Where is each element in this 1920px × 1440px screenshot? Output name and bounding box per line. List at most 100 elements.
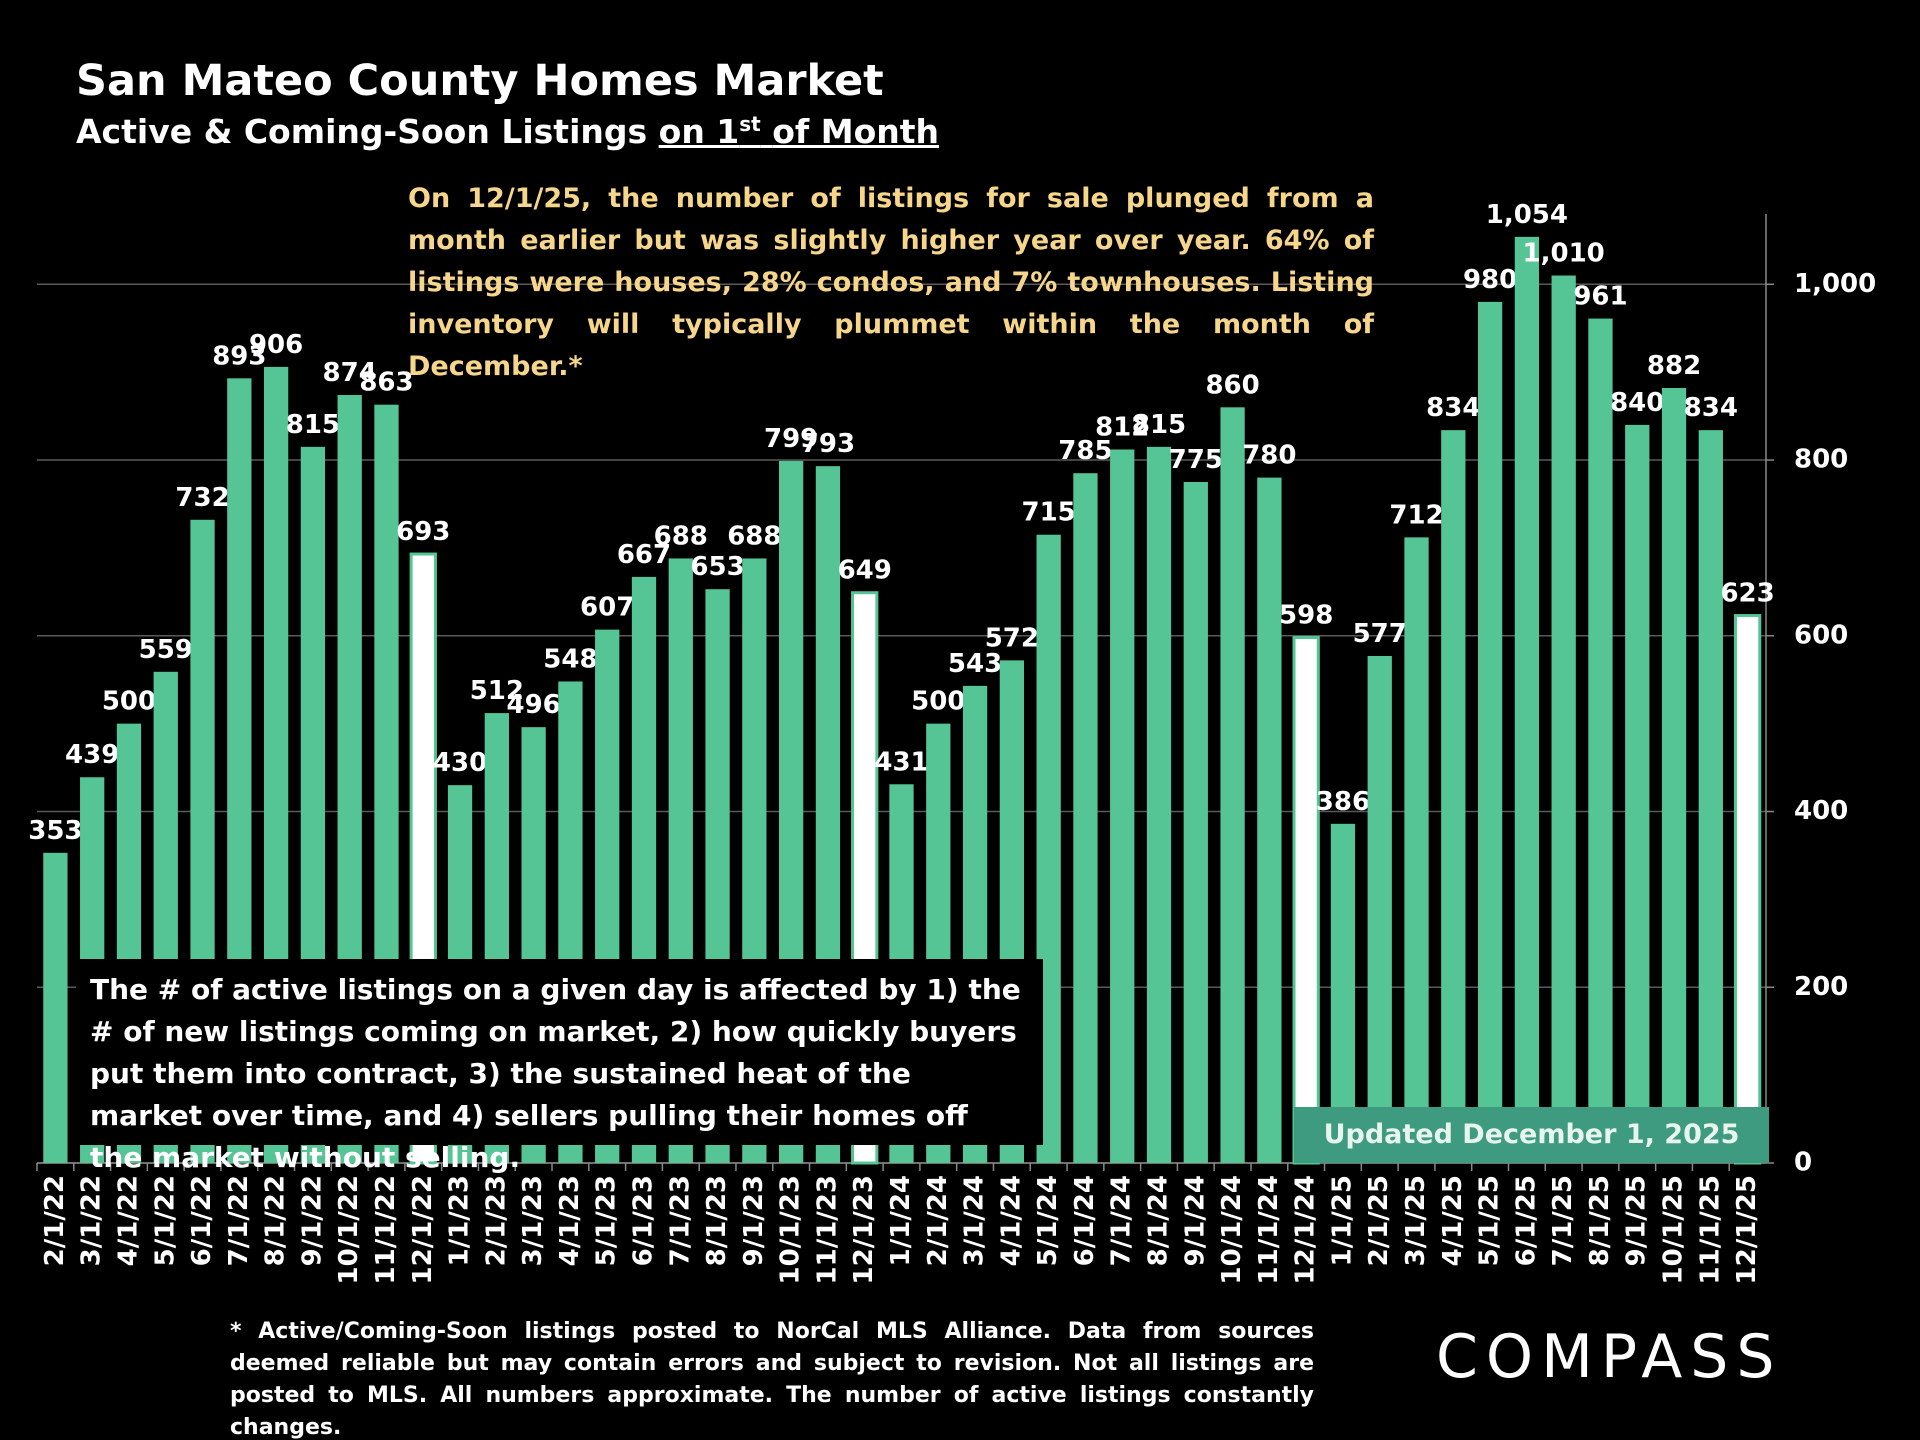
- data-label: 653: [690, 552, 744, 582]
- x-tick-label: 6/1/24: [1070, 1175, 1100, 1266]
- data-label: 667: [617, 540, 671, 570]
- x-tick-label: 12/1/24: [1291, 1175, 1321, 1284]
- x-tick-label: 5/1/22: [150, 1175, 180, 1266]
- y-tick-label: 600: [1794, 620, 1848, 650]
- bar: [1661, 387, 1687, 1163]
- x-tick-label: 12/1/25: [1732, 1175, 1762, 1284]
- x-tick-label: 6/1/22: [187, 1175, 217, 1266]
- data-label: 386: [1316, 787, 1370, 817]
- subtitle-underlined-end: of Month: [772, 112, 940, 151]
- data-label: 860: [1205, 370, 1259, 400]
- subtitle-text: Active & Coming-Soon Listings: [76, 112, 648, 151]
- x-tick-label: 2/1/23: [481, 1175, 511, 1266]
- data-label: 688: [727, 521, 781, 551]
- bar: [1733, 614, 1762, 1165]
- y-tick-label: 200: [1794, 972, 1848, 1002]
- y-tick-label: 1,000: [1794, 269, 1876, 299]
- data-label: 793: [801, 429, 855, 459]
- data-label: 775: [1169, 445, 1223, 475]
- bar: [1441, 430, 1466, 1163]
- bar: [1073, 473, 1098, 1163]
- data-label: 812: [1095, 412, 1149, 442]
- data-label: 906: [249, 330, 303, 360]
- x-tick-label: 2/1/22: [40, 1175, 70, 1266]
- x-tick-label: 10/1/22: [334, 1175, 364, 1284]
- y-tick-label: 0: [1794, 1148, 1812, 1178]
- x-tick-label: 1/1/23: [445, 1175, 475, 1266]
- bar: [1551, 275, 1576, 1163]
- explainer-note: The # of active listings on a given day …: [76, 959, 1043, 1174]
- x-tick-label: 2/1/24: [923, 1175, 953, 1266]
- data-label: 840: [1610, 388, 1664, 418]
- bar: [43, 852, 68, 1163]
- data-label: 496: [506, 690, 560, 720]
- updated-badge: Updated December 1, 2025: [1294, 1107, 1769, 1163]
- x-tick-label: 4/1/22: [113, 1175, 143, 1266]
- bar: [1698, 430, 1723, 1163]
- x-tick-label: 5/1/23: [592, 1175, 622, 1266]
- x-tick-label: 11/1/22: [371, 1175, 401, 1284]
- x-tick-label: 4/1/24: [996, 1175, 1026, 1266]
- data-label: 780: [1242, 441, 1296, 471]
- x-tick-label: 8/1/22: [261, 1175, 291, 1266]
- x-tick-label: 10/1/25: [1659, 1175, 1689, 1284]
- data-label: 715: [1022, 498, 1076, 528]
- x-tick-label: 7/1/25: [1548, 1175, 1578, 1266]
- chart-title: San Mateo County Homes Market: [76, 56, 884, 106]
- bar: [1110, 449, 1135, 1164]
- x-tick-label: 9/1/23: [739, 1175, 769, 1266]
- data-label: 598: [1279, 601, 1333, 631]
- x-tick-label: 7/1/24: [1107, 1175, 1137, 1266]
- bar: [1330, 823, 1356, 1163]
- x-tick-label: 5/1/25: [1475, 1175, 1505, 1266]
- data-label: 693: [396, 517, 450, 547]
- data-label: 815: [286, 410, 340, 440]
- bar: [1588, 318, 1613, 1163]
- data-label: 1,054: [1486, 200, 1568, 230]
- data-label: 961: [1573, 282, 1627, 312]
- bar: [1257, 477, 1282, 1164]
- data-label: 439: [65, 740, 119, 770]
- x-tick-label: 4/1/25: [1438, 1175, 1468, 1266]
- x-tick-label: 1/1/25: [1327, 1175, 1357, 1266]
- x-tick-label: 3/1/23: [518, 1175, 548, 1266]
- bar: [1367, 655, 1392, 1163]
- data-label: 431: [874, 747, 928, 777]
- x-tick-label: 9/1/25: [1622, 1175, 1652, 1266]
- data-label: 559: [139, 635, 193, 665]
- data-label: 623: [1720, 579, 1774, 609]
- data-label: 874: [323, 358, 377, 388]
- bar: [1404, 537, 1429, 1163]
- data-label: 980: [1463, 265, 1517, 295]
- subtitle-superscript: st: [739, 112, 761, 136]
- data-label: 577: [1353, 619, 1407, 649]
- x-tick-label: 7/1/22: [224, 1175, 254, 1266]
- x-tick-label: 3/1/25: [1401, 1175, 1431, 1266]
- data-label: 353: [28, 816, 82, 846]
- data-label: 607: [580, 593, 634, 623]
- subtitle-emphasis: on 1st of Month: [659, 112, 939, 151]
- data-label: 863: [359, 368, 413, 398]
- bar: [1220, 407, 1245, 1163]
- x-tick-label: 5/1/24: [1033, 1175, 1063, 1266]
- data-label: 834: [1426, 393, 1480, 423]
- subtitle-underlined: on 1: [658, 112, 740, 151]
- x-tick-label: 10/1/23: [776, 1175, 806, 1284]
- logo: COMPASS: [1436, 1322, 1783, 1392]
- data-label: 688: [654, 521, 708, 551]
- y-tick-label: 800: [1794, 445, 1848, 475]
- x-tick-label: 9/1/24: [1180, 1175, 1210, 1266]
- x-tick-label: 2/1/25: [1364, 1175, 1394, 1266]
- data-label: 548: [543, 644, 597, 674]
- x-tick-label: 6/1/23: [628, 1175, 658, 1266]
- data-label: 512: [470, 676, 524, 706]
- summary-note: On 12/1/25, the number of listings for s…: [408, 183, 1374, 382]
- data-label: 572: [985, 623, 1039, 653]
- x-tick-label: 12/1/23: [849, 1175, 879, 1284]
- x-tick-label: 9/1/22: [297, 1175, 327, 1266]
- x-tick-label: 8/1/24: [1144, 1175, 1174, 1266]
- data-label: 893: [212, 341, 266, 371]
- x-tick-label: 4/1/23: [555, 1175, 585, 1266]
- x-tick-label: 7/1/23: [665, 1175, 695, 1266]
